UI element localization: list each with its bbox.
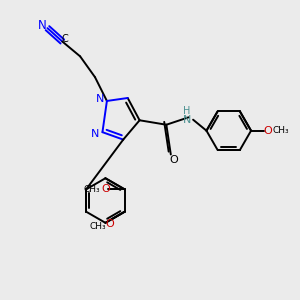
Text: CH₃: CH₃ bbox=[272, 126, 289, 135]
Text: CH₃: CH₃ bbox=[90, 222, 106, 231]
Text: N: N bbox=[91, 129, 99, 139]
Text: O: O bbox=[106, 219, 114, 229]
Text: H: H bbox=[184, 106, 191, 116]
Text: O: O bbox=[263, 126, 272, 136]
Text: O: O bbox=[101, 184, 110, 194]
Text: C: C bbox=[62, 34, 69, 44]
Text: N: N bbox=[183, 115, 191, 125]
Text: CH₃: CH₃ bbox=[84, 185, 100, 194]
Text: N: N bbox=[38, 19, 46, 32]
Text: N: N bbox=[96, 94, 105, 104]
Text: O: O bbox=[169, 155, 178, 165]
